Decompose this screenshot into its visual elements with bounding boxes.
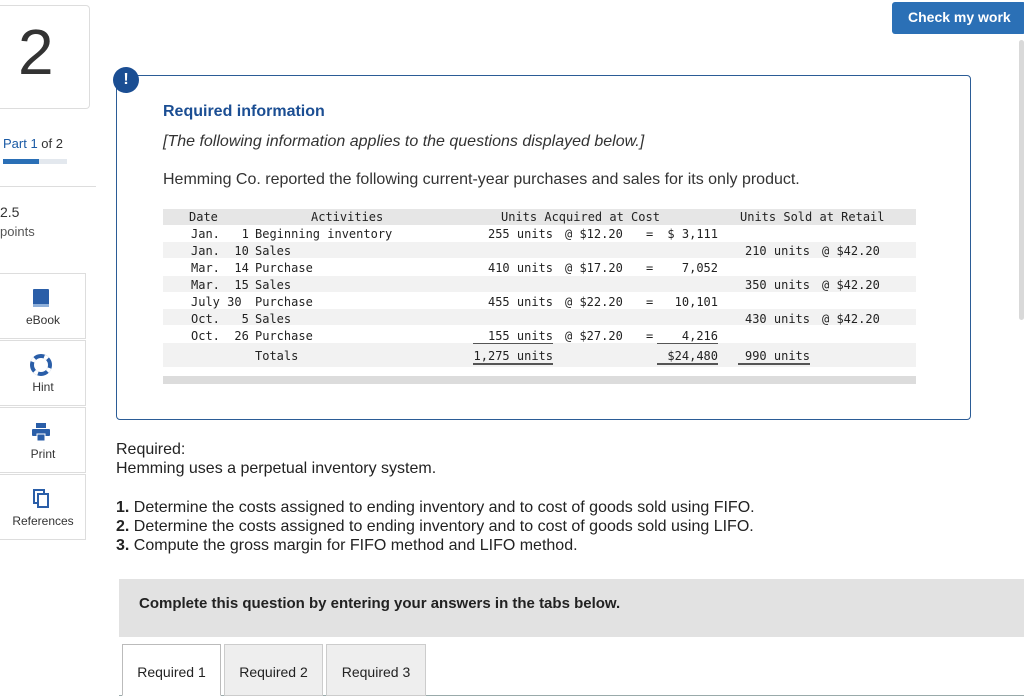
inventory-table: Date Activities Units Acquired at Cost U… bbox=[163, 209, 916, 384]
row-equals: = bbox=[646, 329, 654, 343]
question-number: 2 bbox=[18, 16, 54, 88]
row-activity: Sales bbox=[255, 244, 292, 258]
row-band bbox=[163, 276, 916, 292]
row-date: Jan. 1 bbox=[191, 227, 249, 241]
references-button[interactable]: References bbox=[0, 474, 86, 540]
row-band bbox=[163, 309, 916, 325]
part-progress-bar bbox=[3, 159, 39, 164]
required-information-box bbox=[116, 75, 971, 420]
item-text: Determine the costs assigned to ending i… bbox=[129, 518, 754, 535]
row-activity: Sales bbox=[255, 278, 292, 292]
totals-cost: $24,480 bbox=[657, 349, 718, 365]
totals-units-sold: 990 units bbox=[738, 349, 810, 365]
hint-label: Hint bbox=[32, 380, 54, 394]
part-current: Part 1 bbox=[3, 136, 38, 151]
row-band bbox=[163, 242, 916, 258]
tab-required-3[interactable]: Required 3 bbox=[326, 644, 426, 696]
tab-required-1[interactable]: Required 1 bbox=[122, 644, 221, 696]
header-activities: Activities bbox=[311, 210, 384, 224]
points-value: 2.5 bbox=[0, 204, 20, 220]
row-equals: = bbox=[646, 227, 654, 241]
ebook-label: eBook bbox=[25, 313, 61, 327]
points-label: points bbox=[0, 224, 35, 239]
print-button[interactable]: Print bbox=[0, 407, 86, 473]
item-text: Compute the gross margin for FIFO method… bbox=[129, 537, 578, 554]
row-date: Oct. 5 bbox=[191, 312, 249, 326]
row-equals: = bbox=[646, 261, 654, 275]
row-cost-total: 4,216 bbox=[657, 329, 718, 344]
lifebuoy-icon bbox=[30, 354, 52, 376]
complete-instruction: Complete this question by entering your … bbox=[139, 595, 621, 612]
row-units-acquired: 155 units bbox=[473, 329, 553, 344]
part-progress-remaining bbox=[39, 159, 67, 164]
row-units-acquired: 410 units bbox=[487, 261, 553, 275]
row-units-acquired: 455 units bbox=[487, 295, 553, 309]
required-heading: Required: bbox=[116, 441, 186, 458]
system-text: Hemming uses a perpetual inventory syste… bbox=[116, 460, 437, 477]
intro-text: Hemming Co. reported the following curre… bbox=[163, 171, 800, 188]
row-date: Jan. 10 bbox=[191, 244, 249, 258]
row-date: July 30 bbox=[191, 295, 242, 309]
documents-icon bbox=[33, 489, 49, 508]
row-unit-cost: @ $17.20 bbox=[565, 261, 623, 275]
table-footer-band bbox=[163, 376, 916, 384]
header-units-acquired: Units Acquired at Cost bbox=[501, 210, 660, 224]
tab-baseline bbox=[119, 695, 1024, 696]
ebook-button[interactable]: eBook bbox=[0, 273, 86, 339]
row-date: Mar. 14 bbox=[191, 261, 249, 275]
print-label: Print bbox=[30, 447, 56, 461]
complete-banner bbox=[119, 579, 1024, 637]
row-units-acquired: 255 units bbox=[487, 227, 553, 241]
totals-units-acquired: 1,275 units bbox=[473, 349, 553, 365]
references-label: References bbox=[12, 514, 74, 528]
row-units-sold: 350 units bbox=[744, 278, 810, 292]
tab-required-2[interactable]: Required 2 bbox=[224, 644, 323, 696]
applies-note: [The following information applies to th… bbox=[163, 133, 645, 150]
required-item: 3. Compute the gross margin for FIFO met… bbox=[116, 537, 578, 555]
row-unit-cost: @ $22.20 bbox=[565, 295, 623, 309]
row-activity: Purchase bbox=[255, 261, 313, 275]
row-date: Oct. 26 bbox=[191, 329, 249, 343]
row-cost-total: 7,052 bbox=[681, 261, 718, 275]
item-number: 2. bbox=[116, 518, 130, 535]
part-of: of 2 bbox=[37, 136, 63, 151]
required-info-title: Required information bbox=[163, 103, 325, 120]
book-icon bbox=[33, 289, 49, 307]
scrollbar[interactable] bbox=[1019, 40, 1024, 320]
row-activity: Purchase bbox=[255, 329, 313, 343]
table-header-band bbox=[163, 209, 916, 225]
row-cost-total: $ 3,111 bbox=[667, 227, 718, 241]
row-activity: Sales bbox=[255, 312, 292, 326]
alert-icon: ! bbox=[113, 67, 139, 93]
item-number: 1. bbox=[116, 499, 130, 516]
row-date: Mar. 15 bbox=[191, 278, 249, 292]
row-activity: Beginning inventory bbox=[255, 227, 393, 241]
item-text: Determine the costs assigned to ending i… bbox=[129, 499, 755, 516]
row-activity: Purchase bbox=[255, 295, 313, 309]
row-sale-price: @ $42.20 bbox=[822, 244, 880, 258]
row-sale-price: @ $42.20 bbox=[822, 312, 880, 326]
row-cost-total: 10,101 bbox=[674, 295, 718, 309]
row-sale-price: @ $42.20 bbox=[822, 278, 880, 292]
question-number-box bbox=[0, 5, 90, 109]
hint-button[interactable]: Hint bbox=[0, 340, 86, 406]
printer-icon bbox=[32, 423, 50, 442]
row-units-sold: 430 units bbox=[744, 312, 810, 326]
row-units-sold: 210 units bbox=[744, 244, 810, 258]
required-item: 2. Determine the costs assigned to endin… bbox=[116, 518, 754, 536]
check-my-work-button[interactable]: Check my work bbox=[892, 2, 1024, 34]
row-unit-cost: @ $27.20 bbox=[565, 329, 623, 343]
row-unit-cost: @ $12.20 bbox=[565, 227, 623, 241]
part-indicator: Part 1 of 2 bbox=[3, 136, 63, 151]
totals-label: Totals bbox=[255, 349, 299, 363]
required-item: 1. Determine the costs assigned to endin… bbox=[116, 499, 755, 517]
rail-divider bbox=[0, 186, 96, 187]
item-number: 3. bbox=[116, 537, 130, 554]
header-date: Date bbox=[189, 210, 218, 224]
header-units-sold: Units Sold at Retail bbox=[740, 210, 885, 224]
row-equals: = bbox=[646, 295, 654, 309]
